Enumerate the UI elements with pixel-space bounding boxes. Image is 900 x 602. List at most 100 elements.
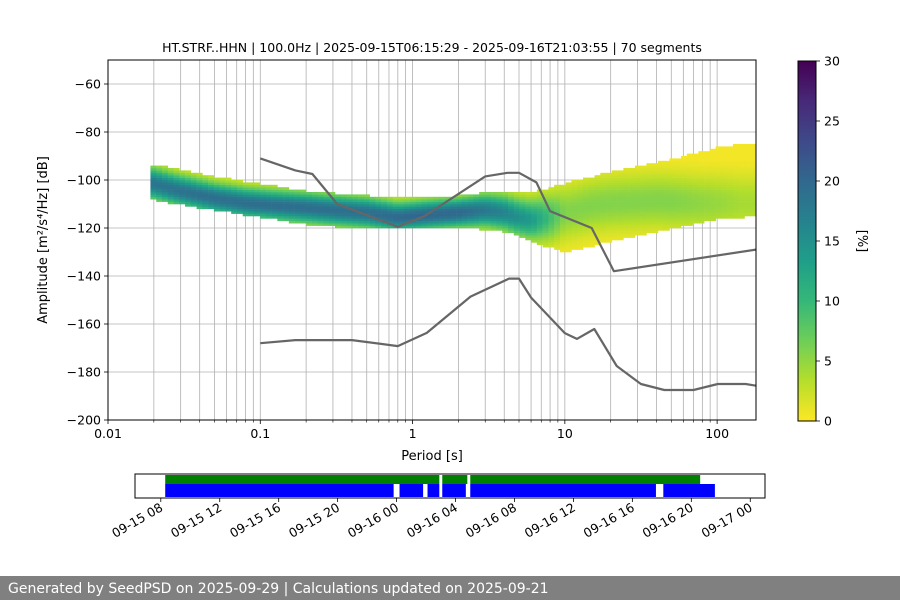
- heatmap-cell: [663, 175, 670, 178]
- heatmap-cell: [715, 180, 722, 183]
- heatmap-cell: [300, 194, 307, 198]
- heatmap-cell: [542, 235, 549, 238]
- heatmap-cell: [438, 201, 445, 205]
- heatmap-cell: [669, 204, 676, 207]
- heatmap-cell: [502, 204, 509, 207]
- heatmap-cell: [698, 163, 705, 166]
- heatmap-cell: [663, 192, 670, 195]
- heatmap-cell: [554, 208, 561, 212]
- heatmap-cell: [594, 189, 601, 193]
- heatmap-cell: [721, 208, 728, 212]
- heatmap-cell: [536, 235, 543, 238]
- heatmap-cell: [634, 192, 641, 195]
- heatmap-cell: [490, 216, 497, 219]
- heatmap-cell: [634, 232, 641, 236]
- heatmap-cell: [646, 225, 653, 229]
- heatmap-cell: [536, 232, 543, 236]
- heatmap-cell: [611, 220, 618, 224]
- heatmap-cell: [283, 206, 290, 210]
- heatmap-cell: [415, 201, 422, 205]
- heatmap-cell: [732, 201, 739, 205]
- heatmap-cell: [698, 158, 705, 162]
- heatmap-cell: [663, 211, 670, 214]
- heatmap-cell: [519, 211, 526, 214]
- heatmap-cell: [190, 177, 197, 181]
- heatmap-cell: [617, 180, 624, 183]
- heatmap-cell: [381, 218, 388, 222]
- heatmap-cell: [496, 218, 503, 222]
- heatmap-cell: [409, 211, 417, 214]
- heatmap-cell: [750, 156, 756, 159]
- heatmap-cell: [577, 189, 584, 193]
- heatmap-cell: [698, 189, 705, 193]
- heatmap-cell: [283, 201, 290, 205]
- heatmap-cell: [692, 194, 699, 198]
- heatmap-cell: [709, 201, 716, 205]
- heatmap-cell: [525, 237, 532, 241]
- heatmap-cell: [617, 211, 624, 214]
- heatmap-cell: [496, 216, 503, 219]
- heatmap-cell: [150, 189, 157, 193]
- heatmap-cell: [179, 182, 186, 186]
- heatmap-cell: [640, 225, 647, 229]
- x-tick-label: 1: [409, 426, 417, 441]
- heatmap-cell: [479, 204, 486, 207]
- heatmap-cell: [531, 206, 538, 210]
- heatmap-cell: [208, 196, 215, 200]
- x-tick-label: 10: [557, 426, 573, 441]
- data-availability-timeline: 09-15 08 09-15 12 09-15 16 09-15 20 09-16 00…: [109, 473, 766, 541]
- heatmap-cell: [242, 213, 249, 217]
- heatmap-cell: [421, 208, 428, 212]
- heatmap-cell: [704, 218, 711, 222]
- heatmap-cell: [208, 182, 215, 186]
- heatmap-cell: [571, 247, 578, 250]
- heatmap-cell: [611, 225, 618, 229]
- heatmap-cell: [479, 206, 486, 210]
- heatmap-cell: [709, 177, 716, 181]
- heatmap-cell: [727, 158, 734, 162]
- heatmap-cell: [185, 204, 192, 207]
- availability-top-segment: [442, 475, 468, 484]
- heatmap-cell: [306, 196, 313, 200]
- heatmap-cell: [381, 225, 388, 229]
- heatmap-cell: [588, 189, 595, 193]
- heatmap-cell: [271, 201, 278, 205]
- heatmap-cell: [219, 184, 226, 188]
- heatmap-cell: [582, 220, 590, 224]
- heatmap-cell: [334, 201, 342, 205]
- heatmap-cell: [208, 187, 215, 190]
- heatmap-cell: [698, 172, 705, 176]
- heatmap-cell: [721, 165, 728, 169]
- heatmap-cell: [167, 189, 174, 193]
- heatmap-cell: [617, 172, 624, 176]
- heatmap-cell: [750, 158, 756, 162]
- heatmap-cell: [571, 189, 578, 193]
- heatmap-cell: [657, 194, 665, 198]
- heatmap-cell: [744, 172, 751, 176]
- heatmap-cell: [329, 204, 336, 207]
- heatmap-cell: [629, 232, 636, 236]
- heatmap-cell: [156, 182, 163, 186]
- heatmap-cell: [340, 199, 347, 202]
- heatmap-cell: [727, 196, 734, 200]
- heatmap-cell: [565, 199, 572, 202]
- heatmap-cell: [681, 218, 688, 222]
- heatmap-cell: [196, 189, 203, 193]
- heatmap-cell: [277, 187, 284, 190]
- heatmap-cell: [300, 213, 307, 217]
- heatmap-cell: [386, 216, 393, 219]
- heatmap-cell: [582, 199, 590, 202]
- heatmap-cell: [652, 211, 659, 214]
- heatmap-cell: [657, 206, 665, 210]
- heatmap-cell: [623, 199, 630, 202]
- heatmap-cell: [265, 187, 272, 190]
- heatmap-cell: [542, 208, 549, 212]
- heatmap-cell: [732, 148, 739, 152]
- heatmap-cell: [519, 194, 526, 198]
- heatmap-cell: [202, 180, 209, 183]
- heatmap-cell: [727, 175, 734, 178]
- heatmap-cell: [582, 180, 590, 183]
- heatmap-cell: [265, 206, 272, 210]
- heatmap-cell: [617, 196, 624, 200]
- heatmap-cell: [727, 213, 734, 217]
